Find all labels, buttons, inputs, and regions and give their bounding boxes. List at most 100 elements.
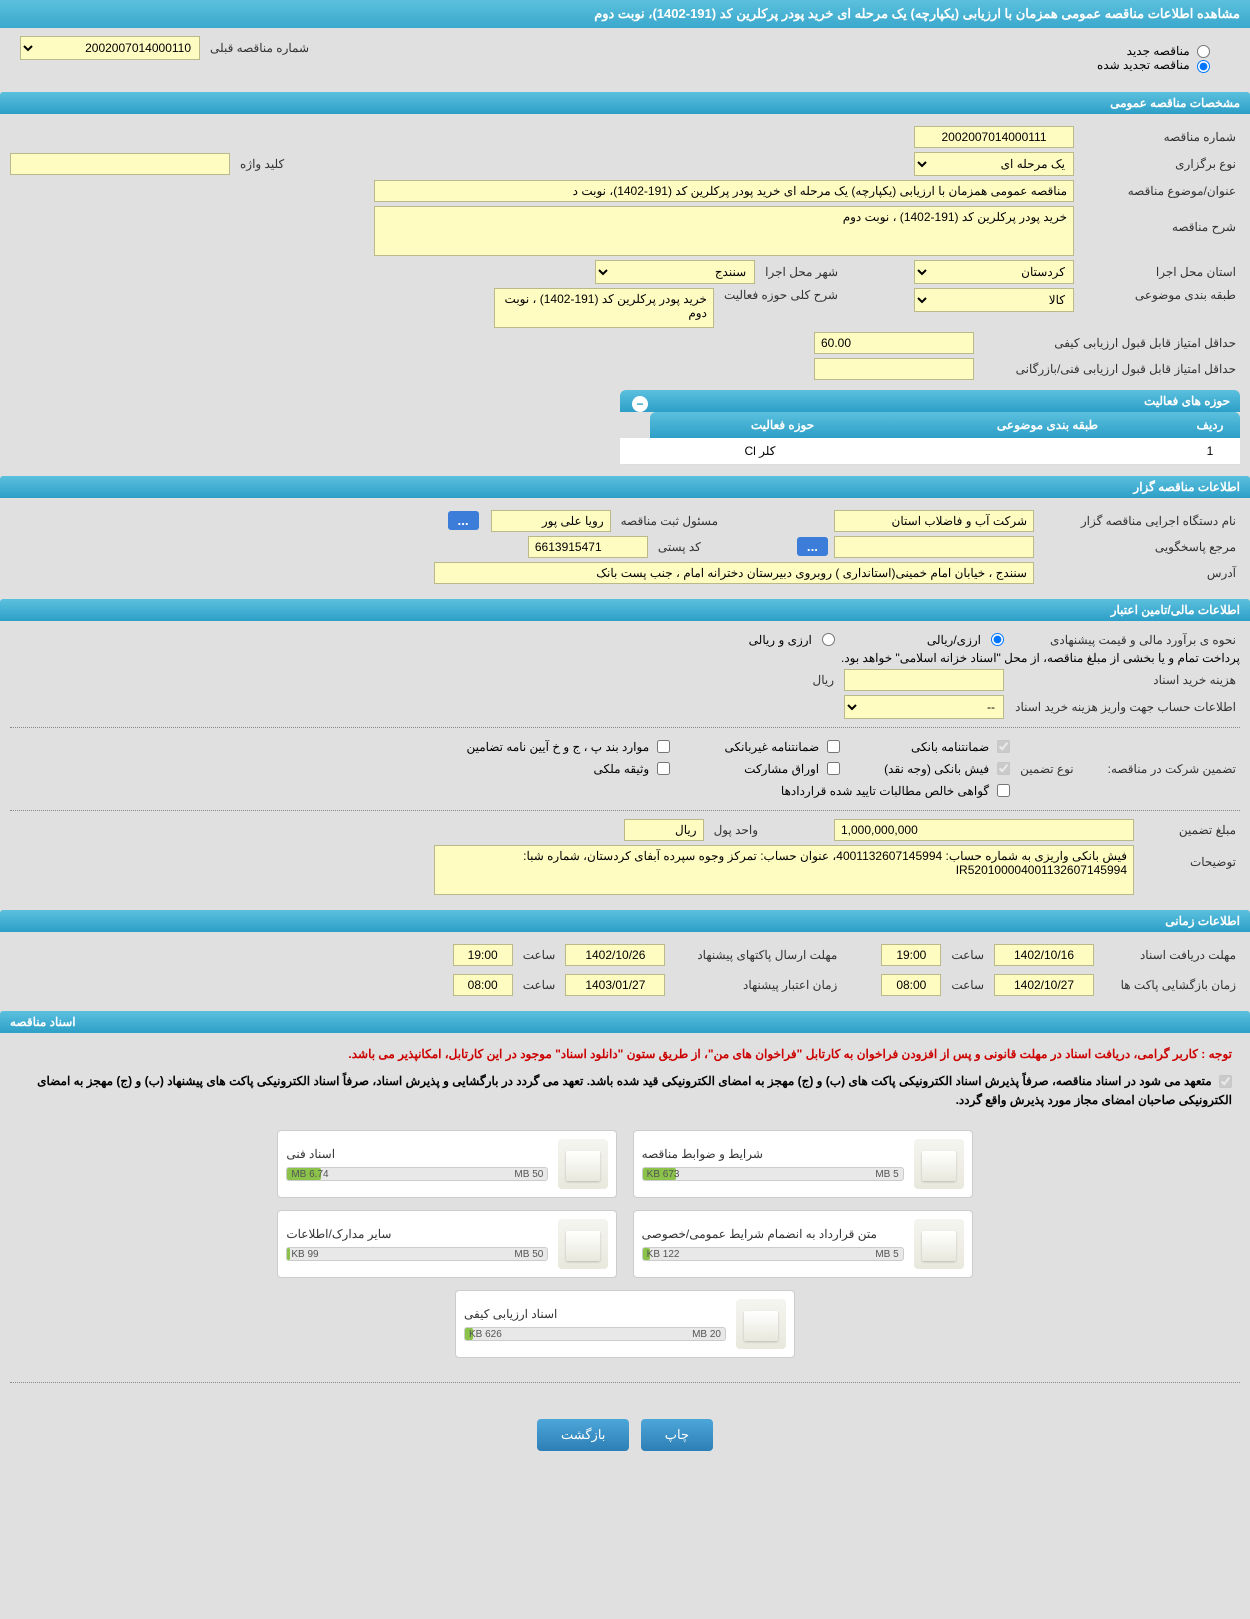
files-container: شرایط و ضوابط مناقصه 5 MB 673 KB اسناد ف…	[10, 1114, 1240, 1374]
file-card[interactable]: اسناد ارزیابی کیفی 20 MB 626 KB	[455, 1290, 795, 1358]
docs-note-2: متعهد می شود در اسناد مناقصه، صرفاً پذیر…	[10, 1068, 1240, 1114]
td-field: کلر Cl	[620, 438, 900, 464]
min-score-input[interactable]	[814, 332, 974, 354]
file-card[interactable]: متن قرارداد به انضمام شرایط عمومی/خصوصی …	[633, 1210, 973, 1278]
activity-desc-textarea[interactable]: خرید پودر پرکلرین کد (191-1402) ، نوبت د…	[494, 288, 714, 328]
file-title: شرایط و ضوابط مناقصه	[642, 1147, 904, 1161]
keyword-label: کلید واژه	[236, 157, 288, 171]
file-used: 99 KB	[291, 1249, 318, 1260]
responsible-value: رویا علی پور	[491, 510, 611, 532]
city-label: شهر محل اجرا	[761, 265, 842, 279]
file-card[interactable]: سایر مدارک/اطلاعات 50 MB 99 KB	[277, 1210, 617, 1278]
title-input[interactable]	[374, 180, 1074, 202]
chk-items[interactable]	[657, 740, 670, 753]
chk-property[interactable]	[657, 762, 670, 775]
notes-label: توضیحات	[1140, 845, 1240, 869]
responsible-label: مسئول ثبت مناقصه	[617, 514, 722, 528]
radio-currency[interactable]	[822, 633, 835, 646]
account-label: اطلاعات حساب جهت واریز هزینه خرید اسناد	[1010, 700, 1240, 714]
chk-nonbank[interactable]	[827, 740, 840, 753]
file-total: 5 MB	[875, 1249, 898, 1260]
th-field: حوزه فعالیت	[650, 412, 915, 438]
prev-number-select[interactable]: 2002007014000110	[20, 36, 200, 60]
folder-icon	[914, 1139, 964, 1189]
tender-number-label: شماره مناقصه	[1080, 130, 1240, 144]
print-button[interactable]: چاپ	[641, 1419, 713, 1451]
chk-bank[interactable]	[997, 740, 1010, 753]
postal-label: کد پستی	[654, 540, 705, 554]
file-total: 50 MB	[514, 1169, 543, 1180]
chk-commitment[interactable]	[1219, 1075, 1232, 1088]
province-select[interactable]: کردستان	[914, 260, 1074, 284]
file-used: 122 KB	[647, 1249, 680, 1260]
min-score-label: حداقل امتیاز قابل قبول ارزیابی کیفی	[980, 336, 1240, 350]
contact-lookup-button[interactable]: ...	[797, 537, 828, 556]
file-title: سایر مدارک/اطلاعات	[286, 1227, 548, 1241]
min-tech-score-input[interactable]	[814, 358, 974, 380]
section-financial-header: اطلاعات مالی/تامین اعتبار	[0, 599, 1250, 621]
org-label: نام دستگاه اجرایی مناقصه گزار	[1040, 514, 1240, 528]
city-select[interactable]: سنندج	[595, 260, 755, 284]
file-used: 6.74 MB	[291, 1169, 328, 1180]
folder-icon	[558, 1139, 608, 1189]
guarantee-amount-input[interactable]	[834, 819, 1134, 841]
chk-cash-label: فیش بانکی (وجه نقد)	[884, 762, 989, 776]
doc-cost-input[interactable]	[844, 669, 1004, 691]
chk-claims[interactable]	[997, 784, 1010, 797]
chk-bank-label: ضمانتنامه بانکی	[911, 740, 989, 754]
back-button[interactable]: بازگشت	[537, 1419, 629, 1451]
radio-new[interactable]	[1197, 45, 1210, 58]
section-time-header: اطلاعات زمانی	[0, 910, 1250, 932]
receive-deadline-label: مهلت دریافت اسناد	[1100, 948, 1240, 962]
description-label: شرح مناقصه	[1080, 206, 1240, 234]
guarantee-label: تضمین شرکت در مناقصه:	[1104, 762, 1240, 776]
receive-hour: 19:00	[881, 944, 941, 966]
file-used: 673 KB	[647, 1169, 680, 1180]
radio-renewed-label: مناقصه تجدید شده	[1097, 58, 1190, 72]
activity-desc-label: شرح کلی حوزه فعالیت	[720, 288, 842, 302]
contact-label: مرجع پاسخگویی	[1040, 540, 1240, 554]
file-card[interactable]: اسناد فنی 50 MB 6.74 MB	[277, 1130, 617, 1198]
contact-input[interactable]	[834, 536, 1034, 558]
account-select[interactable]: --	[844, 695, 1004, 719]
folder-icon	[558, 1219, 608, 1269]
holding-type-label: نوع برگزاری	[1080, 157, 1240, 171]
chk-cash[interactable]	[997, 762, 1010, 775]
validity-label: زمان اعتبار پیشنهاد	[671, 978, 841, 992]
section-holder-header: اطلاعات مناقصه گزار	[0, 476, 1250, 498]
receive-deadline: 1402/10/16	[994, 944, 1094, 966]
currency-unit: ریال	[808, 673, 838, 687]
file-total: 50 MB	[514, 1249, 543, 1260]
responsible-lookup-button[interactable]: ...	[448, 511, 479, 530]
hour-label-1: ساعت	[947, 948, 988, 962]
unit-label: واحد پول	[710, 823, 762, 837]
category-label: طبقه بندی موضوعی	[1080, 288, 1240, 302]
radio-rial[interactable]	[991, 633, 1004, 646]
file-total: 5 MB	[875, 1169, 898, 1180]
file-card[interactable]: شرایط و ضوابط مناقصه 5 MB 673 KB	[633, 1130, 973, 1198]
radio-renewed[interactable]	[1197, 60, 1210, 73]
td-row: 1	[1180, 438, 1240, 464]
description-textarea[interactable]: خرید پودر پرکلرین کد (191-1402) ، نوبت د…	[374, 206, 1074, 256]
payment-note: پرداخت تمام و یا بخشی از مبلغ مناقصه، از…	[841, 651, 1240, 665]
keyword-input[interactable]	[10, 153, 230, 175]
th-category: طبقه بندی موضوعی	[915, 412, 1180, 438]
holding-type-select[interactable]: یک مرحله ای	[914, 152, 1074, 176]
chk-securities[interactable]	[827, 762, 840, 775]
file-total: 20 MB	[692, 1329, 721, 1340]
guarantee-amount-label: مبلغ تضمین	[1140, 823, 1240, 837]
send-deadline: 1402/10/26	[565, 944, 665, 966]
category-select[interactable]: کالا	[914, 288, 1074, 312]
collapse-icon[interactable]: −	[632, 396, 648, 412]
open-hour: 08:00	[881, 974, 941, 996]
chk-claims-label: گواهی خالص مطالبات تایید شده قراردادها	[781, 784, 989, 798]
address-value: سنندج ، خیابان امام خمینی(استانداری ) رو…	[434, 562, 1034, 584]
notes-textarea[interactable]: فیش بانکی واریزی به شماره حساب: 40011326…	[434, 845, 1134, 895]
guarantee-type-label: نوع تضمین	[1016, 762, 1077, 776]
tender-type-radios: مناقصه جدید مناقصه تجدید شده	[1047, 36, 1230, 81]
unit-value: ریال	[624, 819, 704, 841]
send-deadline-label: مهلت ارسال پاکتهای پیشنهاد	[671, 948, 841, 962]
tender-number: 2002007014000111	[914, 126, 1074, 148]
hour-label-2: ساعت	[519, 948, 560, 962]
page-title: مشاهده اطلاعات مناقصه عمومی همزمان با ار…	[0, 0, 1250, 28]
